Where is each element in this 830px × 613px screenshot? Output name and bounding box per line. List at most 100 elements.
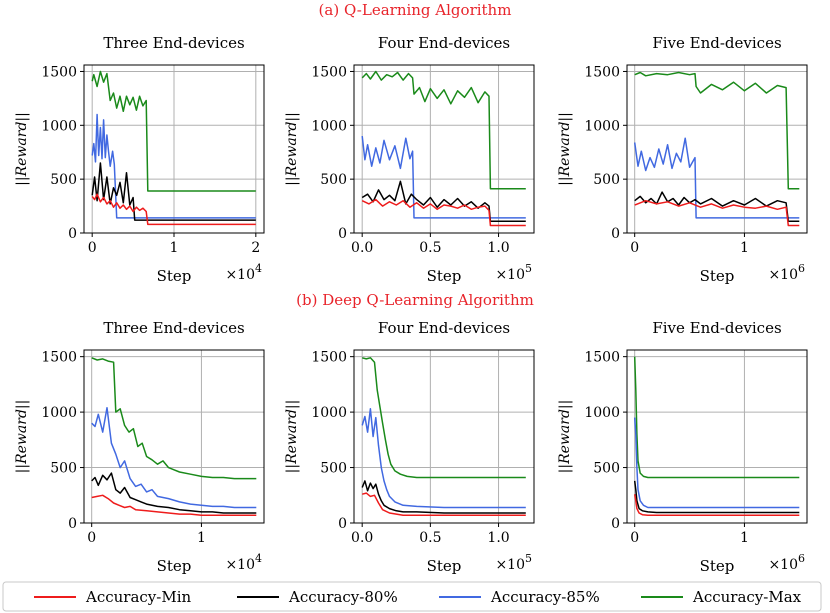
x-tick-label: 0.0 <box>351 240 373 256</box>
series-line-accuracy-80 <box>361 480 526 514</box>
y-tick-label: 1000 <box>41 405 77 421</box>
section-title-q-learning: (a) Q-Learning Algorithm <box>319 1 512 19</box>
series-line-accuracy-80 <box>634 191 800 222</box>
series-line-accuracy-85 <box>633 417 800 509</box>
series-line-accuracy-85 <box>91 406 257 509</box>
y-tick-label: 0 <box>68 516 77 532</box>
x-tick-label: 0.0 <box>351 530 373 546</box>
x-axis-exponent: 4 <box>255 262 262 275</box>
chart-panel: 0.0 0.5 1.0 0 500 1000 1500 Four End-devices Ste… <box>284 319 535 575</box>
y-tick-label: 500 <box>320 172 347 188</box>
x-tick-label: 0 <box>630 240 639 256</box>
x-tick-label: 0.5 <box>419 530 441 546</box>
series-group <box>91 70 256 226</box>
x-tick-label: 2 <box>251 240 260 256</box>
y-tick-label: 1000 <box>311 118 347 134</box>
x-axis-label: Step <box>157 267 192 285</box>
legend-label: Accuracy-80% <box>288 588 398 606</box>
y-tick-label: 1000 <box>584 405 620 421</box>
y-tick-label: 500 <box>50 461 77 477</box>
x-axis-multiplier: ×105 <box>495 552 532 573</box>
series-group <box>361 70 526 227</box>
series-line-accuracy-max <box>634 71 800 190</box>
x-axis-exponent: 6 <box>798 262 805 275</box>
chart-panel: 0 1 0 500 1000 1500 Three End-devices Step ×104 |… <box>14 319 265 575</box>
series-group <box>633 71 800 227</box>
x-tick-label: 1 <box>740 240 749 256</box>
x-axis-label: Step <box>427 267 462 285</box>
series-line-accuracy-85 <box>91 113 256 219</box>
series-line-accuracy-85 <box>633 137 800 219</box>
series-line-accuracy-max <box>633 356 800 479</box>
plot-frame <box>83 349 265 524</box>
x-axis-multiplier: ×104 <box>225 552 262 573</box>
x-tick-label: 1 <box>740 530 749 546</box>
plot-frame <box>626 64 808 234</box>
y-tick-label: 1500 <box>41 64 77 80</box>
series-line-accuracy-max <box>361 70 526 190</box>
y-tick-label: 500 <box>50 172 77 188</box>
chart-panel: 0 1 0 500 1000 1500 Five End-devices Step ×106 ||… <box>557 319 808 575</box>
series-line-accuracy-85 <box>361 136 526 219</box>
chart-title: Four End-devices <box>378 34 510 52</box>
chart-title: Five End-devices <box>652 34 781 52</box>
x-axis-label: Step <box>700 557 735 575</box>
y-axis-label: ||Reward|| <box>557 112 573 186</box>
x-tick-label: 0 <box>87 530 96 546</box>
y-tick-label: 0 <box>338 226 347 242</box>
series-group <box>91 357 257 516</box>
series-line-accuracy-min <box>362 492 526 516</box>
x-tick-label: 0 <box>88 240 97 256</box>
y-tick-label: 1000 <box>41 118 77 134</box>
x-axis-multiplier: ×104 <box>225 262 262 283</box>
series-line-accuracy-80 <box>361 180 526 222</box>
legend-label: Accuracy-Min <box>85 588 192 606</box>
chart-title: Five End-devices <box>652 319 781 337</box>
y-tick-label: 0 <box>611 516 620 532</box>
x-tick-label: 1 <box>197 530 206 546</box>
chart-title: Three End-devices <box>103 319 244 337</box>
series-line-accuracy-max <box>362 357 526 479</box>
y-tick-label: 500 <box>593 461 620 477</box>
series-line-accuracy-min <box>634 199 800 227</box>
x-axis-label: Step <box>157 557 192 575</box>
x-axis-exponent: 5 <box>525 262 532 275</box>
series-group <box>361 357 526 516</box>
y-tick-label: 1500 <box>311 350 347 366</box>
legend-label: Accuracy-Max <box>692 588 802 606</box>
y-axis-label: ||Reward|| <box>14 400 30 474</box>
x-axis-multiplier: ×106 <box>768 552 805 573</box>
x-tick-label: 1.0 <box>487 530 509 546</box>
chart-panel: 0.0 0.5 1.0 0 500 1000 1500 Four End-devices Ste… <box>284 34 535 285</box>
y-tick-label: 1500 <box>584 350 620 366</box>
x-axis-exponent: 5 <box>525 552 532 565</box>
y-tick-label: 500 <box>593 172 620 188</box>
chart-title: Three End-devices <box>103 34 244 52</box>
x-axis-exponent: 4 <box>255 552 262 565</box>
series-line-accuracy-85 <box>361 408 526 509</box>
x-axis-exponent: 6 <box>798 552 805 565</box>
y-tick-label: 1500 <box>41 350 77 366</box>
plot-frame <box>626 349 808 524</box>
y-tick-label: 0 <box>611 226 620 242</box>
chart-title: Four End-devices <box>378 319 510 337</box>
series-group <box>633 356 800 516</box>
y-axis-label: ||Reward|| <box>284 112 300 186</box>
x-axis-label: Step <box>427 557 462 575</box>
x-tick-label: 1.0 <box>487 240 509 256</box>
series-line-accuracy-min <box>91 494 257 516</box>
x-tick-label: 0 <box>630 530 639 546</box>
y-axis-label: ||Reward|| <box>14 112 30 186</box>
y-tick-label: 1000 <box>584 118 620 134</box>
x-tick-label: 1 <box>170 240 179 256</box>
series-line-accuracy-min <box>633 494 800 516</box>
x-axis-label: Step <box>700 267 735 285</box>
y-tick-label: 500 <box>320 461 347 477</box>
series-line-accuracy-80 <box>633 480 800 514</box>
section-title-deep-q-learning: (b) Deep Q-Learning Algorithm <box>296 291 534 309</box>
y-axis-label: ||Reward|| <box>557 400 573 474</box>
chart-panel: 0 1 0 500 1000 1500 Five End-devices Step ×106 ||… <box>557 34 808 285</box>
y-axis-label: ||Reward|| <box>284 400 300 474</box>
